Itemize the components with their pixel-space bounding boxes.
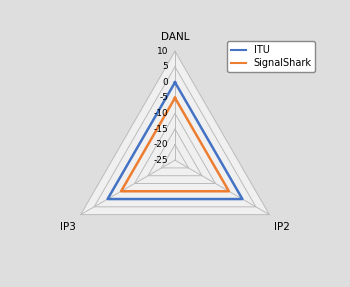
Text: -10: -10 [154, 109, 168, 118]
Text: IP3: IP3 [60, 222, 76, 232]
Text: -5: -5 [159, 93, 168, 102]
Legend: ITU, SignalShark: ITU, SignalShark [227, 41, 315, 72]
Text: DANL: DANL [161, 32, 189, 42]
Text: -20: -20 [154, 140, 168, 149]
Text: -15: -15 [154, 125, 168, 133]
Polygon shape [80, 51, 270, 215]
Text: 0: 0 [163, 78, 168, 87]
Text: IP2: IP2 [274, 222, 290, 232]
Text: 10: 10 [157, 47, 168, 56]
Text: 5: 5 [163, 62, 168, 71]
Text: -25: -25 [154, 156, 168, 165]
